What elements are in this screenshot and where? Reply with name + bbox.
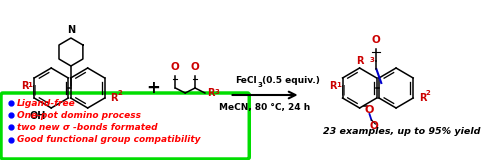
FancyBboxPatch shape <box>1 93 250 159</box>
Text: 1: 1 <box>336 82 341 88</box>
Text: 1: 1 <box>28 82 32 88</box>
Text: (0.5 equiv.): (0.5 equiv.) <box>259 76 320 85</box>
Text: 2: 2 <box>117 90 122 96</box>
Text: R: R <box>207 88 214 98</box>
Text: ‖: ‖ <box>32 85 37 95</box>
Text: O: O <box>171 62 179 72</box>
Text: Good functional group compatibility: Good functional group compatibility <box>16 136 200 144</box>
Text: 23 examples, up to 95% yield: 23 examples, up to 95% yield <box>324 128 480 136</box>
Text: R: R <box>20 81 28 91</box>
Text: ‖: ‖ <box>340 85 345 95</box>
Text: R: R <box>110 93 118 103</box>
Text: O: O <box>190 62 200 72</box>
Text: N: N <box>67 25 75 35</box>
Text: R: R <box>356 56 364 66</box>
Text: R: R <box>418 93 426 103</box>
Text: Ligand-free: Ligand-free <box>16 99 76 108</box>
Text: One-pot domino process: One-pot domino process <box>16 111 140 120</box>
Text: 3: 3 <box>257 81 262 88</box>
Text: O: O <box>369 121 378 131</box>
Text: 3: 3 <box>215 89 220 95</box>
Text: MeCN, 80 °C, 24 h: MeCN, 80 °C, 24 h <box>220 103 310 112</box>
Text: FeCl: FeCl <box>236 76 257 85</box>
Text: 3: 3 <box>370 57 374 63</box>
Text: R: R <box>329 81 336 91</box>
Text: 2: 2 <box>426 90 430 96</box>
Text: O: O <box>365 105 374 115</box>
Text: +: + <box>146 79 160 97</box>
Text: two new σ -bonds formated: two new σ -bonds formated <box>16 123 158 132</box>
Text: O: O <box>372 35 380 45</box>
Text: OH: OH <box>30 111 46 121</box>
